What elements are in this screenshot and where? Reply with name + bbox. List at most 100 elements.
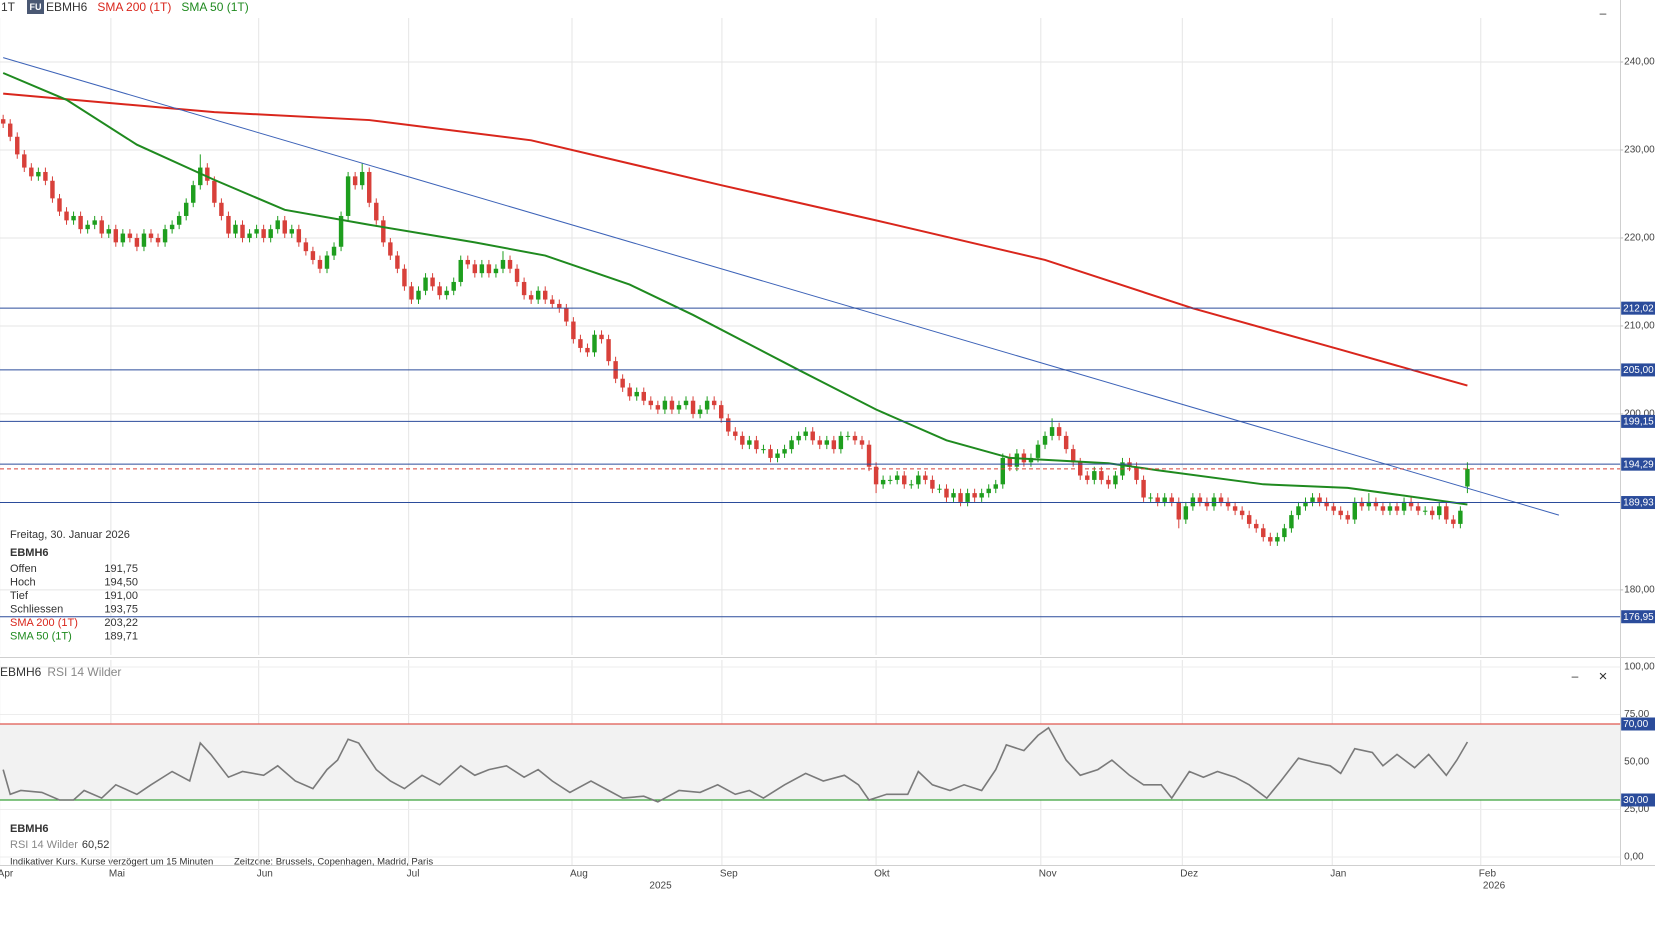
candle-body (824, 440, 830, 445)
candle-body (711, 400, 717, 406)
candle-body (352, 176, 358, 186)
candle-body (113, 229, 119, 243)
candle-body (120, 233, 126, 243)
candle-body (1035, 444, 1041, 458)
candle-body (1239, 510, 1245, 516)
candle-body (148, 233, 154, 238)
candle-body (247, 233, 252, 238)
level-label: 189,93 (1623, 498, 1654, 509)
candle-body (78, 215, 83, 230)
info-value: 191,75 (104, 563, 138, 575)
candle-body (212, 180, 217, 203)
candle-body (1422, 510, 1428, 512)
candle-body (634, 391, 639, 397)
candle-body (740, 435, 745, 445)
candle-body (289, 229, 295, 234)
band-label: 70,00 (1623, 719, 1648, 730)
candle-body (1211, 497, 1217, 507)
candle-body (1317, 497, 1322, 502)
minimize-button[interactable]: – (1600, 6, 1607, 20)
candle-body (303, 242, 309, 252)
candle-body (1176, 501, 1182, 520)
candle-body (768, 449, 773, 458)
candle-body (592, 334, 597, 353)
candle-body (310, 251, 316, 260)
candle-body (543, 290, 548, 300)
candle-body (106, 229, 111, 234)
candle-body (1338, 510, 1343, 516)
candle-body (733, 431, 738, 436)
candle-body (648, 400, 654, 406)
candle-body (838, 435, 844, 450)
candle-body (557, 303, 562, 309)
candle-body (226, 215, 231, 234)
level-label-box (1621, 610, 1655, 624)
candle-body (1387, 506, 1393, 511)
y-tick-label: 220,00 (1624, 233, 1655, 244)
candle-body (1268, 537, 1273, 542)
candle-body (704, 400, 710, 410)
candle-body (1345, 515, 1350, 520)
candle-body (880, 479, 886, 485)
candle-body (1444, 506, 1449, 520)
candle-body (338, 215, 344, 247)
y-tick-label: 240,00 (1624, 57, 1655, 68)
candle-body (444, 290, 449, 296)
rsi-line (2, 726, 1469, 803)
pane-series-name: RSI 14 Wilder (47, 665, 121, 679)
candle-body (1451, 519, 1456, 524)
candle-body (923, 475, 928, 480)
candle-body (1303, 501, 1308, 507)
legend-entry: SMA 200 (1T) (97, 0, 171, 14)
y-tick-label: 180,00 (1624, 585, 1655, 596)
x-tick-label: Jun (257, 869, 273, 880)
candle-body (381, 220, 386, 243)
candle-body (831, 440, 837, 450)
candle-body (402, 268, 407, 287)
legend-entry: EBMH6 (46, 0, 88, 14)
candle-body (796, 435, 801, 441)
trendline (3, 57, 1560, 516)
candle-body (64, 211, 69, 221)
candle-body (1148, 497, 1153, 499)
y-tick-label: 75,00 (1624, 709, 1649, 720)
candle-body (451, 281, 456, 291)
y-tick-label: 210,00 (1624, 321, 1655, 332)
rsi-minimize-button[interactable]: – (1572, 669, 1579, 683)
candle-body (1366, 501, 1372, 507)
x-tick-label: Okt (874, 869, 890, 880)
candle-body (1169, 497, 1174, 502)
candle-body (627, 387, 632, 397)
candle-body (472, 264, 478, 274)
candle-body (254, 229, 259, 234)
level-label-box (1621, 363, 1655, 377)
candle-body (1415, 506, 1421, 511)
candle-body (972, 493, 977, 498)
candle-body (22, 154, 27, 168)
candle-body (317, 259, 323, 269)
candle-body (747, 440, 752, 445)
candle-body (1261, 528, 1266, 538)
candle-body (1331, 506, 1336, 511)
candle-body (1183, 506, 1189, 520)
candle-body (1352, 501, 1357, 520)
interval[interactable]: 1T (1, 0, 16, 14)
candle-body (775, 453, 780, 458)
y-tick-label: 200,00 (1624, 409, 1655, 420)
candle-body (141, 233, 147, 247)
badge (27, 0, 44, 14)
candle-body (324, 255, 330, 269)
candle-body (183, 202, 189, 216)
candle-body (416, 290, 421, 300)
candle-body (134, 237, 140, 247)
candle-body (754, 440, 759, 450)
candle-body (1190, 497, 1196, 507)
candle-body (500, 259, 506, 269)
candle-body (655, 405, 661, 410)
rsi-close-button[interactable]: × (1599, 668, 1608, 685)
candle-body (606, 339, 611, 362)
band-label-box (1621, 717, 1655, 731)
level-label: 205,00 (1623, 365, 1654, 376)
x-tick-label: Jul (407, 869, 420, 880)
candle-body (268, 229, 273, 238)
